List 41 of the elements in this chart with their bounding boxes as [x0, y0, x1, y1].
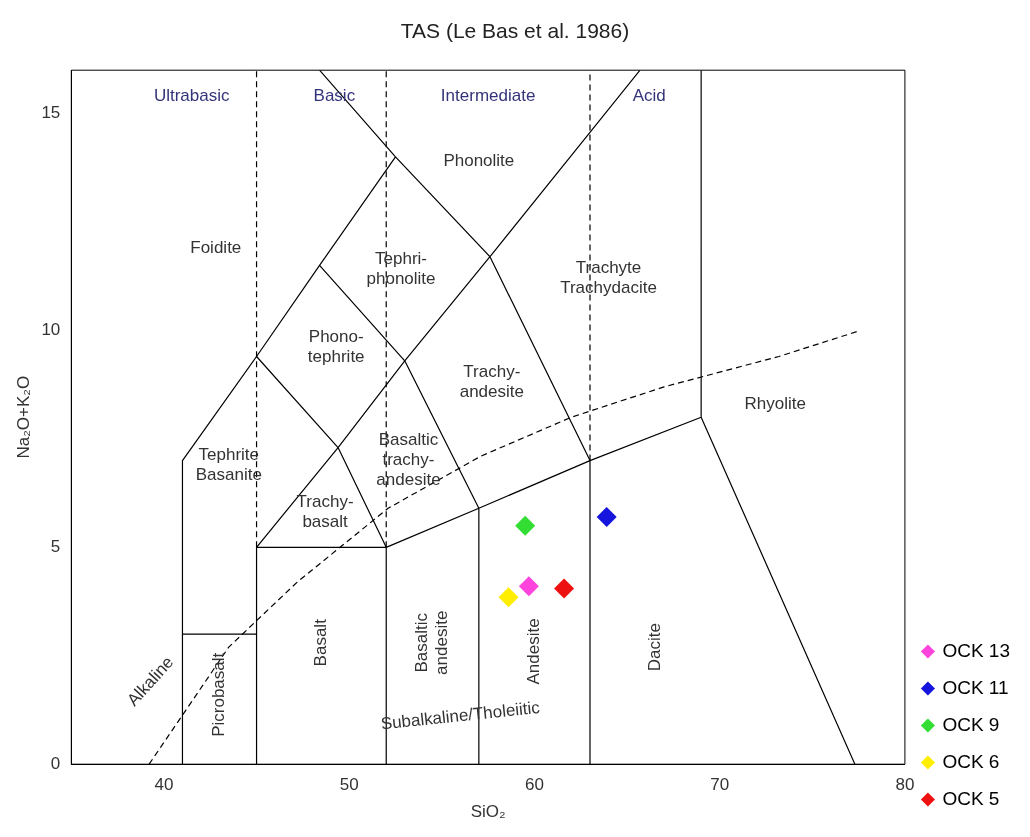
x-tick-label: 50 — [339, 775, 359, 795]
x-tick-label: 70 — [710, 775, 730, 795]
annotation: Rhyolite — [744, 393, 806, 413]
legend-label: OCK 13 — [942, 639, 1011, 661]
y-tick-label: 10 — [41, 320, 61, 340]
annotation: Tephrite Basanite — [195, 444, 262, 484]
annotation: Picrobasalt — [209, 652, 229, 737]
legend-label: OCK 5 — [942, 787, 1000, 809]
point — [498, 587, 519, 608]
y-axis-title: Na₂O+K₂O — [13, 375, 33, 459]
legend-label: OCK 9 — [942, 713, 1000, 735]
annotation: Dacite — [644, 622, 664, 672]
annotation: Ultrabasic — [153, 85, 230, 105]
y-tick-label: 5 — [50, 537, 61, 557]
x-axis-title: SiO₂ — [470, 802, 506, 822]
annotation: Tephri- phonolite — [366, 249, 436, 289]
annotation: Trachyte Trachydacite — [560, 258, 657, 298]
legend-label: OCK 6 — [942, 750, 1000, 772]
annotation: Intermediate — [440, 85, 536, 105]
annotation: Trachy- basalt — [296, 492, 354, 532]
point — [554, 578, 575, 599]
point — [515, 515, 536, 536]
x-tick-label: 60 — [524, 775, 544, 795]
point — [518, 576, 539, 597]
point — [596, 506, 617, 527]
annotation: Basaltic andesite — [412, 610, 452, 675]
annotation: Subalkaline/Tholeiitic — [379, 697, 542, 734]
legend-label: OCK 11 — [942, 676, 1009, 698]
y-tick-label: 15 — [41, 103, 61, 123]
annotation: Basaltic trachy- andesite — [376, 430, 441, 490]
annotation: Foidite — [190, 237, 242, 257]
annotation: Acid — [632, 85, 666, 105]
y-tick-label: 0 — [50, 753, 61, 773]
annotation: Trachy- andesite — [459, 362, 524, 402]
annotation: Basalt — [311, 618, 331, 667]
x-tick-label: 80 — [895, 775, 915, 795]
chart-title: TAS (Le Bas et al. 1986) — [400, 19, 630, 43]
annotation: Andesite — [524, 618, 544, 685]
x-tick-label: 40 — [154, 775, 174, 795]
annotation: Phonolite — [443, 150, 515, 170]
annotation: Phono- tephrite — [307, 327, 365, 367]
